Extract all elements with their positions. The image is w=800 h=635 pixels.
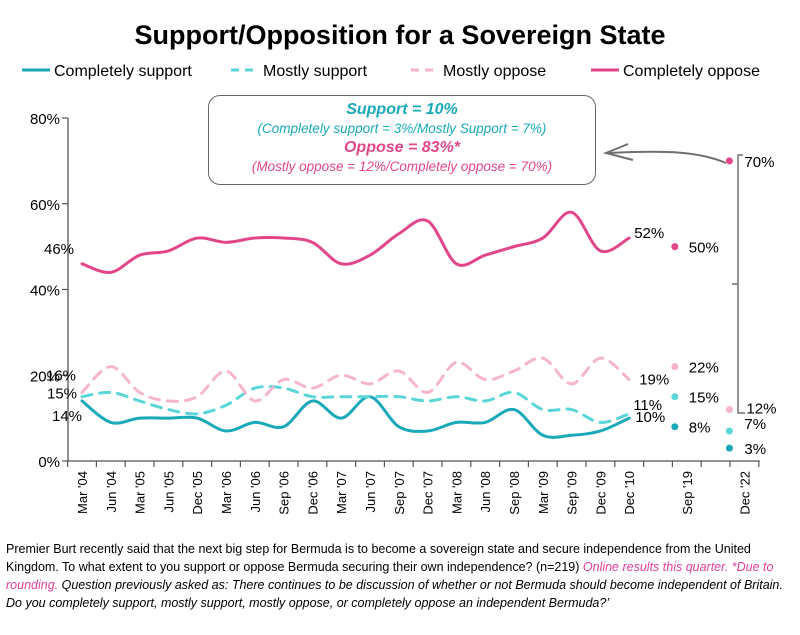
y-tick-label: 0% bbox=[38, 454, 60, 471]
legend-label: Completely support bbox=[54, 63, 192, 80]
bracket bbox=[732, 154, 745, 414]
data-label-mostly-support: 15% bbox=[689, 390, 719, 407]
data-label-mostly-oppose: 16% bbox=[46, 367, 76, 384]
x-tick-label: Sep '09 bbox=[565, 471, 580, 515]
annotation-decoration bbox=[602, 143, 745, 414]
x-tick-label: Jun '05 bbox=[161, 471, 176, 513]
series-line-completely-oppose bbox=[80, 210, 631, 274]
arrow-head bbox=[602, 143, 634, 161]
series-line-mostly-oppose bbox=[80, 356, 631, 403]
data-label-completely-support: 10% bbox=[635, 409, 665, 426]
x-tick-label: Mar '04 bbox=[75, 471, 90, 514]
data-point-completely-oppose bbox=[671, 243, 679, 251]
data-label-completely-oppose: 50% bbox=[689, 240, 719, 257]
x-tick-label: Mar '06 bbox=[219, 471, 234, 514]
data-point-mostly-support bbox=[725, 427, 733, 435]
data-label-completely-support: 14% bbox=[52, 408, 82, 425]
data-label-completely-oppose: 52% bbox=[634, 225, 664, 242]
data-label-mostly-support: 7% bbox=[744, 416, 766, 433]
footnote-main: Premier Burt recently said that the next… bbox=[6, 542, 751, 574]
y-tick-label: 40% bbox=[30, 283, 60, 300]
data-label-completely-oppose: 46% bbox=[44, 241, 74, 258]
footnote: Premier Burt recently said that the next… bbox=[6, 540, 796, 612]
data-point-mostly-oppose bbox=[671, 363, 679, 371]
x-tick-label: Mar '07 bbox=[334, 471, 349, 514]
x-tick-label: Dec '06 bbox=[305, 471, 320, 515]
data-point-mostly-support bbox=[671, 393, 679, 401]
x-tick-label: Jun '06 bbox=[248, 471, 263, 513]
legend-item-completely-oppose: Completely oppose bbox=[591, 63, 760, 80]
x-tick-label: Sep '06 bbox=[277, 471, 292, 515]
x-tick-label: Dec '10 bbox=[622, 471, 637, 515]
legend-item-mostly-oppose: Mostly oppose bbox=[411, 63, 546, 80]
data-point-mostly-oppose bbox=[725, 406, 733, 414]
legend-label: Mostly support bbox=[263, 63, 368, 80]
data-label-mostly-oppose: 12% bbox=[746, 401, 776, 418]
legend-item-mostly-support: Mostly support bbox=[231, 63, 368, 80]
data-label-mostly-oppose: 22% bbox=[689, 360, 719, 377]
footnote-online-note: Online results this quarter. *Due to rou… bbox=[6, 560, 774, 592]
axes: 0% 20% 40% 60% 80% Mar '04 Jun '04 Mar '05 Jun '… bbox=[30, 111, 760, 515]
y-tick-label: 80% bbox=[30, 111, 60, 128]
x-tick-label: Mar '09 bbox=[536, 471, 551, 514]
data-point-completely-oppose bbox=[725, 157, 733, 165]
series-group bbox=[80, 157, 733, 452]
y-tick-label: 60% bbox=[30, 197, 60, 214]
x-tick-label: Dec '07 bbox=[421, 471, 436, 515]
legend-label: Mostly oppose bbox=[443, 63, 546, 80]
x-tick-label: Sep '08 bbox=[507, 471, 522, 515]
series-line-mostly-support bbox=[80, 384, 631, 424]
support-detail: (Completely support = 3%/Mostly Support … bbox=[257, 121, 547, 136]
x-tick-label: Jun '04 bbox=[104, 471, 119, 513]
data-label-mostly-oppose: 19% bbox=[639, 372, 669, 389]
x-tick-label: Dec '22 bbox=[737, 471, 752, 515]
oppose-headline: Oppose = 83%* bbox=[343, 139, 461, 156]
series-line-completely-support bbox=[80, 395, 631, 439]
data-labels: 14% 10% 8% 3% 15% 11% 15% 7% 16% 19% 22% 12% 46% 52% 5… bbox=[44, 154, 776, 458]
legend: Completely support Mostly support Mostly o… bbox=[22, 63, 760, 80]
oppose-detail: (Mostly oppose = 12%/Completely oppose =… bbox=[251, 159, 553, 174]
x-tick-label: Jun '07 bbox=[363, 471, 378, 513]
data-label-completely-oppose: 70% bbox=[744, 154, 774, 171]
x-tick-label: Jun '08 bbox=[478, 471, 493, 513]
x-tick-label: Sep '07 bbox=[392, 471, 407, 515]
x-tick-label: Mar '05 bbox=[133, 471, 148, 514]
summary-callout: Support = 10% (Completely support = 3%/M… bbox=[208, 95, 596, 185]
support-headline: Support = 10% bbox=[346, 101, 458, 118]
data-label-completely-support: 3% bbox=[744, 441, 766, 458]
x-tick-label: Sep '19 bbox=[680, 471, 695, 515]
data-label-completely-support: 8% bbox=[689, 420, 711, 437]
legend-label: Completely oppose bbox=[623, 63, 760, 80]
x-tick-label: Dec '09 bbox=[593, 471, 608, 515]
arrow-curve bbox=[606, 150, 727, 164]
data-point-completely-support bbox=[671, 423, 679, 431]
data-label-mostly-support: 15% bbox=[47, 386, 77, 403]
x-tick-label: Dec '05 bbox=[190, 471, 205, 515]
data-point-completely-support bbox=[725, 444, 733, 452]
chart-title: Support/Opposition for a Sovereign State bbox=[134, 20, 665, 50]
y-tick-label: 20% bbox=[30, 368, 60, 385]
legend-item-completely-support: Completely support bbox=[22, 63, 192, 80]
data-label-mostly-support: 11% bbox=[633, 397, 662, 414]
x-tick-label: Mar '08 bbox=[449, 471, 464, 514]
footnote-previous-question: Question previously asked as: There cont… bbox=[6, 578, 783, 610]
